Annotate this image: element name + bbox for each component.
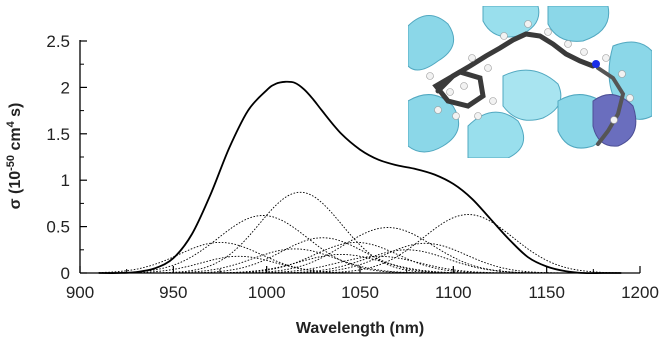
y-axis-title-exp1: -50 — [5, 155, 17, 171]
helix-ribbon — [408, 94, 460, 153]
x-ticks: 900 950 1000 1050 1100 1150 1200 — [66, 266, 659, 302]
y-axis-title: σ (10-50 cm4 s) — [5, 103, 24, 210]
y-tick-label: 2.5 — [46, 32, 70, 51]
y-axis-title-part: σ (10 — [7, 171, 24, 210]
helix-ribbon — [467, 111, 525, 158]
bond-ring — [432, 69, 486, 109]
y-axis-title-exp2: 4 — [5, 120, 17, 127]
bond-backbone — [435, 31, 596, 94]
y-axis-title-part: s) — [7, 103, 24, 122]
y-tick-label: 2 — [61, 78, 70, 97]
y-axis-title-part: cm — [7, 127, 24, 155]
retinal-molecule — [426, 20, 634, 146]
nitrogen-atom — [592, 60, 600, 68]
helix-ribbon — [408, 15, 455, 71]
component-curves — [98, 191, 622, 274]
x-tick-label: 1100 — [435, 283, 472, 302]
y-ticks: 0 0.5 1 1.5 2 2.5 — [46, 32, 87, 283]
x-tick-label: 900 — [66, 283, 94, 302]
total-spectrum-line — [98, 80, 622, 275]
molecule-illustration — [408, 6, 652, 158]
x-tick-label: 1050 — [341, 283, 379, 302]
x-tick-label: 1200 — [621, 283, 659, 302]
y-tick-label: 1.5 — [46, 125, 70, 144]
axes: 900 950 1000 1050 1100 1150 1200 0 0.5 1 1.5 2 2.5 — [46, 32, 659, 302]
bond-chain — [596, 66, 626, 146]
x-tick-label: 1000 — [248, 283, 286, 302]
y-tick-label: 0.5 — [46, 218, 70, 237]
y-tick-label: 1 — [61, 171, 70, 190]
x-axis-title: Wavelength (nm) — [296, 320, 424, 337]
molecule-inset-image — [408, 6, 652, 158]
hydrogen-atoms — [426, 20, 634, 124]
x-tick-label: 950 — [159, 283, 187, 302]
y-tick-label: 0 — [61, 264, 70, 283]
x-tick-label: 1150 — [528, 283, 565, 302]
helix-ribbon — [547, 6, 610, 42]
